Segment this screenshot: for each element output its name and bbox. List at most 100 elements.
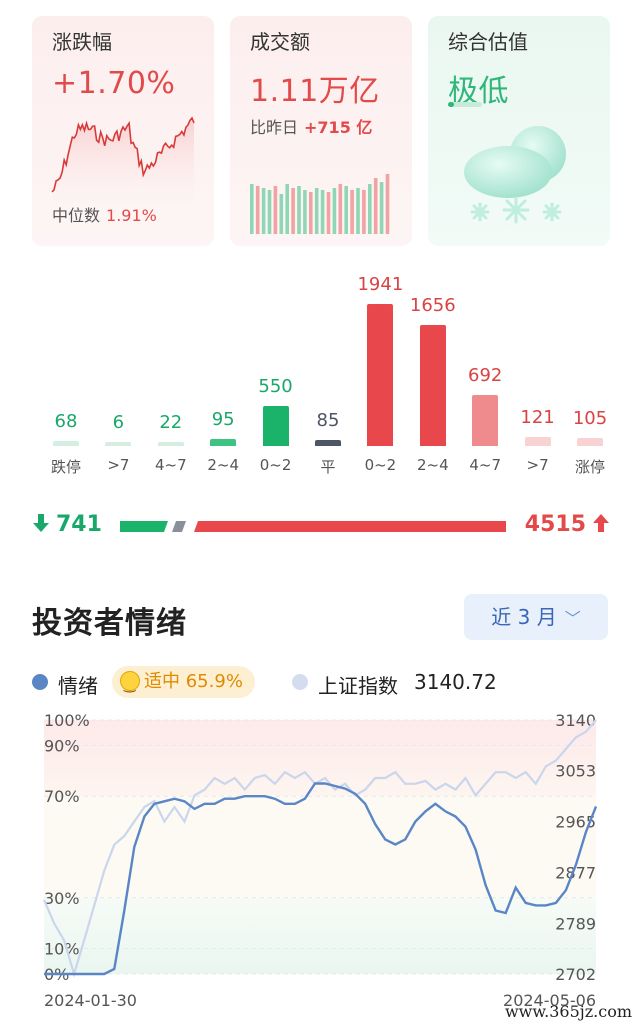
turnover-compare-row: 比昨日 +715 亿 [250, 114, 372, 138]
distribution-label: >7 [526, 456, 549, 474]
snow-cloud-icon [464, 126, 566, 224]
volume-bar [368, 184, 372, 234]
distribution-item: 1656 2~4 [407, 260, 459, 480]
change-card[interactable]: 涨跌幅 +1.70% 中位数 1.91% [32, 16, 214, 246]
y-right-tick: 3140 [555, 711, 596, 730]
volume-bar [326, 192, 331, 234]
volume-bar [250, 184, 254, 234]
distribution-value: 105 [572, 408, 608, 430]
y-right-tick: 2702 [555, 965, 596, 984]
volume-bar [320, 190, 325, 234]
arrow-up-icon [593, 514, 609, 532]
distribution-bar [367, 304, 394, 446]
turnover-card[interactable]: 成交额 1.11万亿 比昨日 +715 亿 [230, 16, 412, 246]
high-band [44, 720, 596, 797]
distribution-item: 692 4~7 [459, 260, 511, 480]
volume-bar [356, 188, 360, 234]
volume-bar [338, 184, 343, 234]
change-distribution-chart: 68 跌停 6 >7 22 4~7 95 2~4 550 0~2 85 平 1941 0~2 1656 2~4… [0, 260, 640, 480]
down-count-value: 741 [56, 512, 102, 537]
low-band [44, 897, 596, 974]
distribution-label: 0~2 [364, 456, 397, 474]
sentiment-title: 投资者情绪 [32, 606, 187, 641]
mid-band [44, 796, 596, 898]
median-row: 中位数 1.91% [52, 202, 157, 226]
distribution-value: 22 [159, 412, 183, 433]
mood-level: 适中 [144, 671, 180, 692]
distribution-label: 4~7 [469, 456, 502, 474]
distribution-label: >7 [107, 456, 130, 474]
x-axis-end-label: 2024-05-06 [503, 991, 596, 1010]
distribution-bar [524, 437, 551, 446]
volume-bar [332, 188, 337, 234]
valuation-level-indicator [448, 102, 482, 107]
turnover-compare-label: 比昨日 [250, 118, 299, 137]
volume-bar [261, 188, 266, 234]
volume-bar [267, 190, 272, 234]
distribution-item: 550 0~2 [250, 260, 302, 480]
volume-bar [303, 190, 307, 234]
distribution-label: 跌停 [50, 458, 81, 476]
distribution-value: 121 [520, 407, 555, 429]
volume-bar [309, 192, 313, 234]
volume-bar [385, 174, 390, 234]
distribution-value: 68 [54, 411, 78, 433]
distribution-bar [262, 405, 289, 446]
y-right-tick: 2789 [555, 915, 596, 934]
ratio-bar [120, 521, 506, 532]
range-select-button[interactable]: 近 3 月 ﹀ [464, 594, 608, 640]
volume-bar [362, 190, 366, 234]
distribution-item: 1941 0~2 [354, 260, 406, 480]
y-right-tick: 2877 [555, 864, 596, 883]
y-right-tick: 2965 [555, 812, 596, 831]
distribution-value: 85 [316, 409, 340, 431]
distribution-bar [472, 395, 499, 446]
chart-legend: 情绪 适中 65.9% 上证指数 3140.72 [32, 666, 612, 701]
distribution-item: 95 2~4 [197, 260, 249, 480]
distribution-label: 涨停 [574, 458, 605, 476]
distribution-item: 6 >7 [92, 260, 144, 480]
distribution-value: 1941 [357, 274, 404, 295]
up-count-value: 4515 [524, 512, 586, 537]
index-value: 3140.72 [414, 670, 497, 694]
up-count: 4515 [525, 512, 610, 537]
change-sparkline [51, 116, 195, 212]
y-left-tick: 10% [44, 940, 80, 959]
change-value: +1.70% [52, 66, 176, 101]
mood-badge: 适中 65.9% [112, 666, 255, 701]
valuation-card[interactable]: 综合估值 极低 [428, 16, 610, 246]
turnover-title: 成交额 [250, 30, 310, 54]
median-value: 1.91% [106, 206, 157, 225]
distribution-bar [577, 438, 603, 446]
distribution-item: 105 涨停 [564, 260, 616, 480]
distribution-bar [105, 442, 132, 446]
mood-value: 65.9% [185, 671, 243, 692]
distribution-label: 平 [320, 458, 336, 476]
y-left-tick: 90% [44, 736, 80, 755]
turnover-volume-bars [250, 174, 390, 234]
change-title: 涨跌幅 [52, 30, 112, 54]
distribution-label: 2~4 [416, 456, 449, 474]
distribution-item: 85 平 [302, 260, 354, 480]
down-count: 741 [32, 512, 102, 537]
distribution-label: 2~4 [207, 456, 240, 474]
volume-bar [314, 188, 319, 234]
distribution-value: 692 [468, 365, 503, 387]
y-right-tick: 3053 [555, 761, 596, 780]
turnover-value: 1.11万亿 [250, 74, 380, 109]
mood-legend-label: 情绪 [58, 674, 98, 698]
y-left-tick: 30% [44, 889, 80, 908]
median-label: 中位数 [52, 206, 101, 225]
distribution-item: 121 >7 [512, 260, 564, 480]
index-legend-label: 上证指数 [318, 674, 398, 698]
volume-bar [285, 184, 289, 234]
volume-bar [273, 186, 278, 234]
y-left-tick: 100% [44, 711, 90, 730]
volume-bar [344, 186, 348, 234]
sentiment-line-chart[interactable]: 100%90%70%30%10%0% 314030532965287727892… [32, 710, 612, 1010]
valuation-title: 综合估值 [448, 30, 528, 54]
distribution-value: 6 [112, 412, 125, 433]
volume-bar [297, 186, 301, 234]
volume-bar [373, 178, 378, 234]
distribution-value: 1656 [409, 294, 456, 316]
